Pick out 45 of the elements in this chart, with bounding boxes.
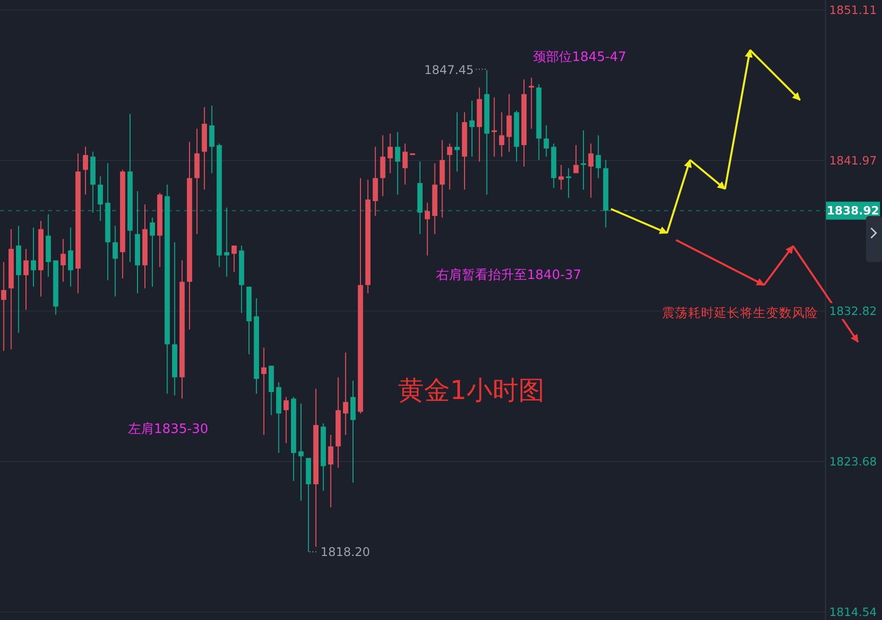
candlestick [60, 238, 66, 282]
y-tick-label: 1814.54 [829, 605, 877, 619]
candlestick [544, 124, 549, 158]
candlestick [224, 207, 230, 278]
ref-line-label: 1838.92 [826, 204, 880, 218]
candlestick [1, 262, 6, 352]
candlestick [380, 134, 386, 197]
candlestick [68, 226, 74, 288]
candlestick [261, 347, 266, 436]
candlestick [499, 112, 504, 158]
candlestick [573, 144, 579, 174]
annotation: 1847.45 [424, 63, 474, 78]
candlestick [284, 396, 289, 444]
y-tick-label: 1823.68 [829, 454, 877, 469]
candlestick [328, 434, 334, 508]
annotation: 1818.20 [320, 544, 370, 559]
candlestick [469, 100, 475, 158]
candlestick [596, 134, 601, 179]
annotation: 颈部位1845-47 [533, 50, 626, 65]
candlestick [506, 94, 512, 152]
candlestick [388, 133, 393, 174]
candlestick [343, 352, 348, 436]
annotation: 左肩1835-30 [128, 421, 208, 437]
text: 黄金1小时图 [398, 376, 545, 406]
annotation: 右肩暂看抬升至1840-37 [436, 267, 582, 283]
candlestick [30, 226, 36, 288]
y-tick-label: 1851.11 [829, 3, 877, 17]
candlestick [395, 131, 400, 196]
candlestick [232, 245, 237, 272]
candlestick [350, 380, 356, 484]
candlestick [82, 146, 88, 196]
candlestick [98, 176, 103, 222]
candlestick [588, 143, 594, 198]
candlestick [150, 217, 155, 288]
candlestick [558, 164, 564, 190]
y-tick-label: 1841.97 [829, 153, 877, 168]
candlestick [447, 143, 452, 190]
candlestick [23, 248, 29, 310]
candlestick [372, 146, 378, 216]
candlestick [402, 143, 408, 186]
candlestick [424, 202, 430, 256]
candlestick [298, 403, 304, 502]
candlestick [112, 225, 118, 298]
candlestick [209, 105, 214, 174]
candlestick [492, 96, 497, 158]
